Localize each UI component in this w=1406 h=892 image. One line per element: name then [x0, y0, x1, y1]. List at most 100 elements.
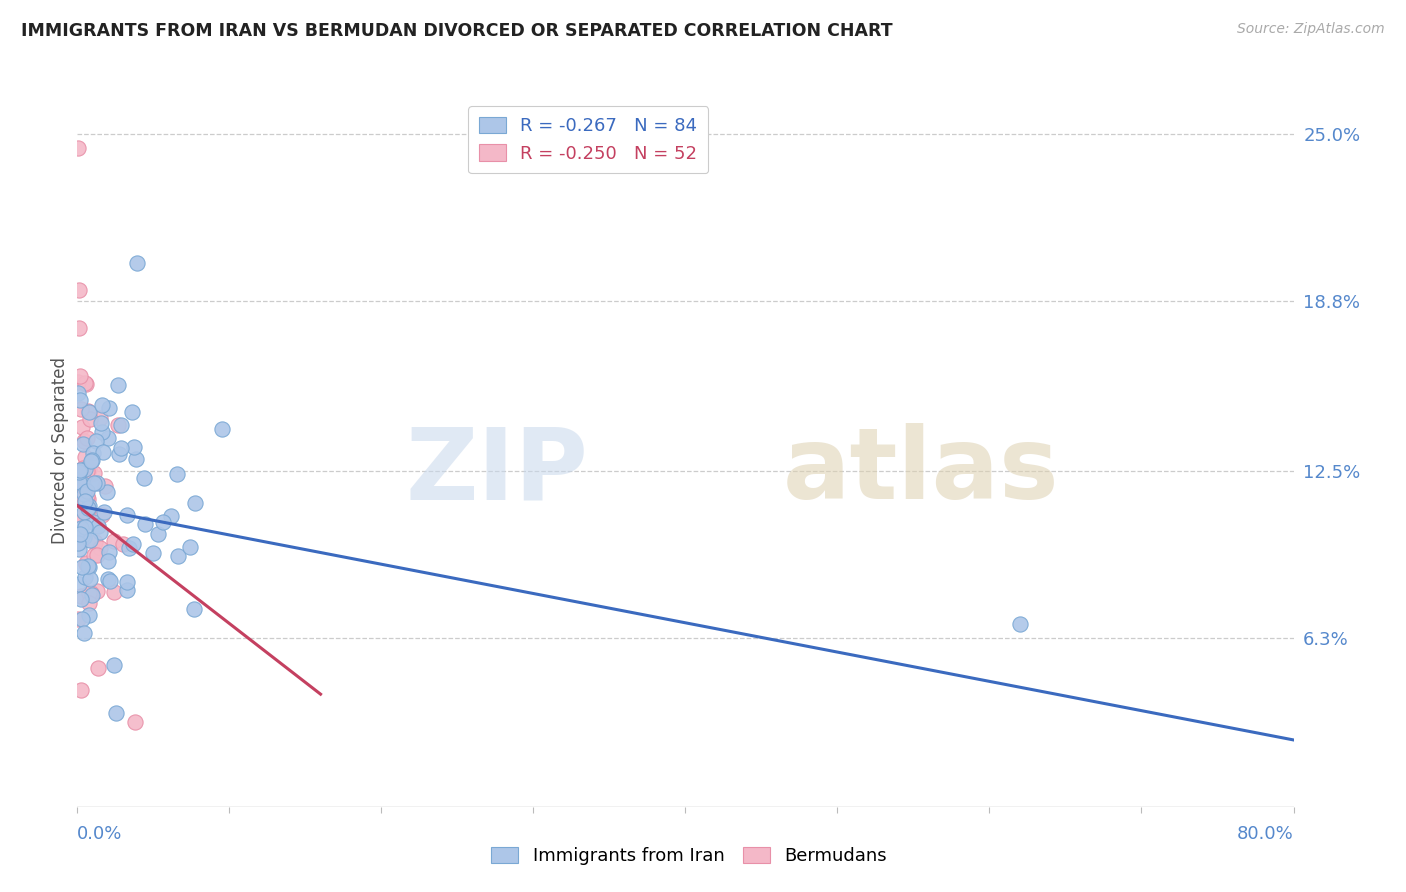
Point [152, 515, 174, 529]
Point [93, 505, 115, 519]
Point [79, 533, 101, 547]
Point [90, 416, 112, 430]
Point [77, 597, 100, 611]
Point [98, 574, 121, 588]
Point [77, 560, 100, 574]
Point [67, 536, 90, 550]
Point [77, 501, 100, 516]
Point [79, 405, 101, 419]
Point [89, 524, 111, 539]
Point [97, 572, 120, 586]
Point [121, 405, 143, 419]
Point [72, 477, 94, 491]
Point [75, 377, 97, 392]
Point [183, 496, 205, 510]
Point [86, 518, 108, 533]
Point [115, 583, 138, 598]
Point [146, 526, 169, 541]
Point [69, 463, 91, 477]
Point [67, 542, 90, 557]
Point [91, 508, 114, 523]
Point [77, 461, 100, 475]
Point [124, 715, 146, 730]
Point [70, 510, 93, 524]
Point [90, 398, 112, 412]
Point [91, 425, 114, 439]
Point [77, 492, 100, 507]
Point [142, 546, 165, 560]
Point [69, 682, 91, 697]
Point [66, 516, 89, 531]
Point [72, 612, 94, 626]
Point [115, 508, 138, 522]
Point [83, 467, 105, 481]
Point [79, 572, 101, 586]
Point [80, 454, 103, 468]
Text: 80.0%: 80.0% [1237, 825, 1294, 843]
Point [125, 452, 148, 467]
Point [104, 706, 127, 721]
Point [107, 378, 129, 392]
Point [83, 476, 105, 491]
Point [87, 661, 110, 675]
Point [73, 434, 96, 448]
Point [82, 515, 104, 529]
Point [67, 376, 90, 390]
Point [79, 586, 101, 600]
Point [122, 440, 145, 454]
Point [76, 403, 98, 417]
Point [73, 450, 96, 464]
Point [82, 445, 104, 459]
Point [83, 549, 105, 563]
Point [94, 479, 117, 493]
Point [97, 554, 120, 568]
Point [76, 502, 98, 516]
Point [67, 611, 90, 625]
Point [115, 574, 138, 589]
Point [86, 584, 108, 599]
Text: ZIP: ZIP [405, 424, 588, 520]
Point [97, 401, 120, 416]
Point [73, 473, 96, 487]
Text: 0.0%: 0.0% [77, 825, 122, 843]
Point [211, 422, 233, 436]
Point [84, 434, 107, 449]
Text: IMMIGRANTS FROM IRAN VS BERMUDAN DIVORCED OR SEPARATED CORRELATION CHART: IMMIGRANTS FROM IRAN VS BERMUDAN DIVORCE… [21, 22, 893, 40]
Point [96, 485, 118, 500]
Point [167, 549, 190, 564]
Point [76, 558, 98, 572]
Point [69, 526, 91, 541]
Point [118, 541, 141, 555]
Point [98, 545, 121, 559]
Point [76, 431, 98, 445]
Legend: R = -0.267   N = 84, R = -0.250   N = 52: R = -0.267 N = 84, R = -0.250 N = 52 [468, 106, 709, 173]
Point [179, 540, 201, 554]
Point [69, 521, 91, 535]
Point [67, 475, 90, 490]
Point [70, 491, 93, 505]
Point [125, 256, 148, 270]
Point [75, 376, 97, 390]
Point [76, 464, 98, 478]
Point [70, 529, 93, 543]
Point [73, 480, 96, 494]
Point [77, 559, 100, 574]
Point [73, 494, 96, 508]
Point [160, 509, 183, 524]
Point [76, 489, 98, 503]
Point [79, 412, 101, 426]
Point [69, 401, 91, 416]
Point [70, 589, 93, 603]
Point [111, 537, 134, 551]
Legend: Immigrants from Iran, Bermudans: Immigrants from Iran, Bermudans [484, 839, 894, 872]
Point [73, 530, 96, 544]
Text: Source: ZipAtlas.com: Source: ZipAtlas.com [1237, 22, 1385, 37]
Point [75, 569, 97, 583]
Point [67, 533, 90, 548]
Point [166, 467, 188, 482]
Y-axis label: Divorced or Separated: Divorced or Separated [51, 357, 69, 544]
Point [67, 577, 90, 591]
Point [110, 442, 132, 456]
Text: atlas: atlas [783, 424, 1059, 520]
Point [73, 505, 96, 519]
